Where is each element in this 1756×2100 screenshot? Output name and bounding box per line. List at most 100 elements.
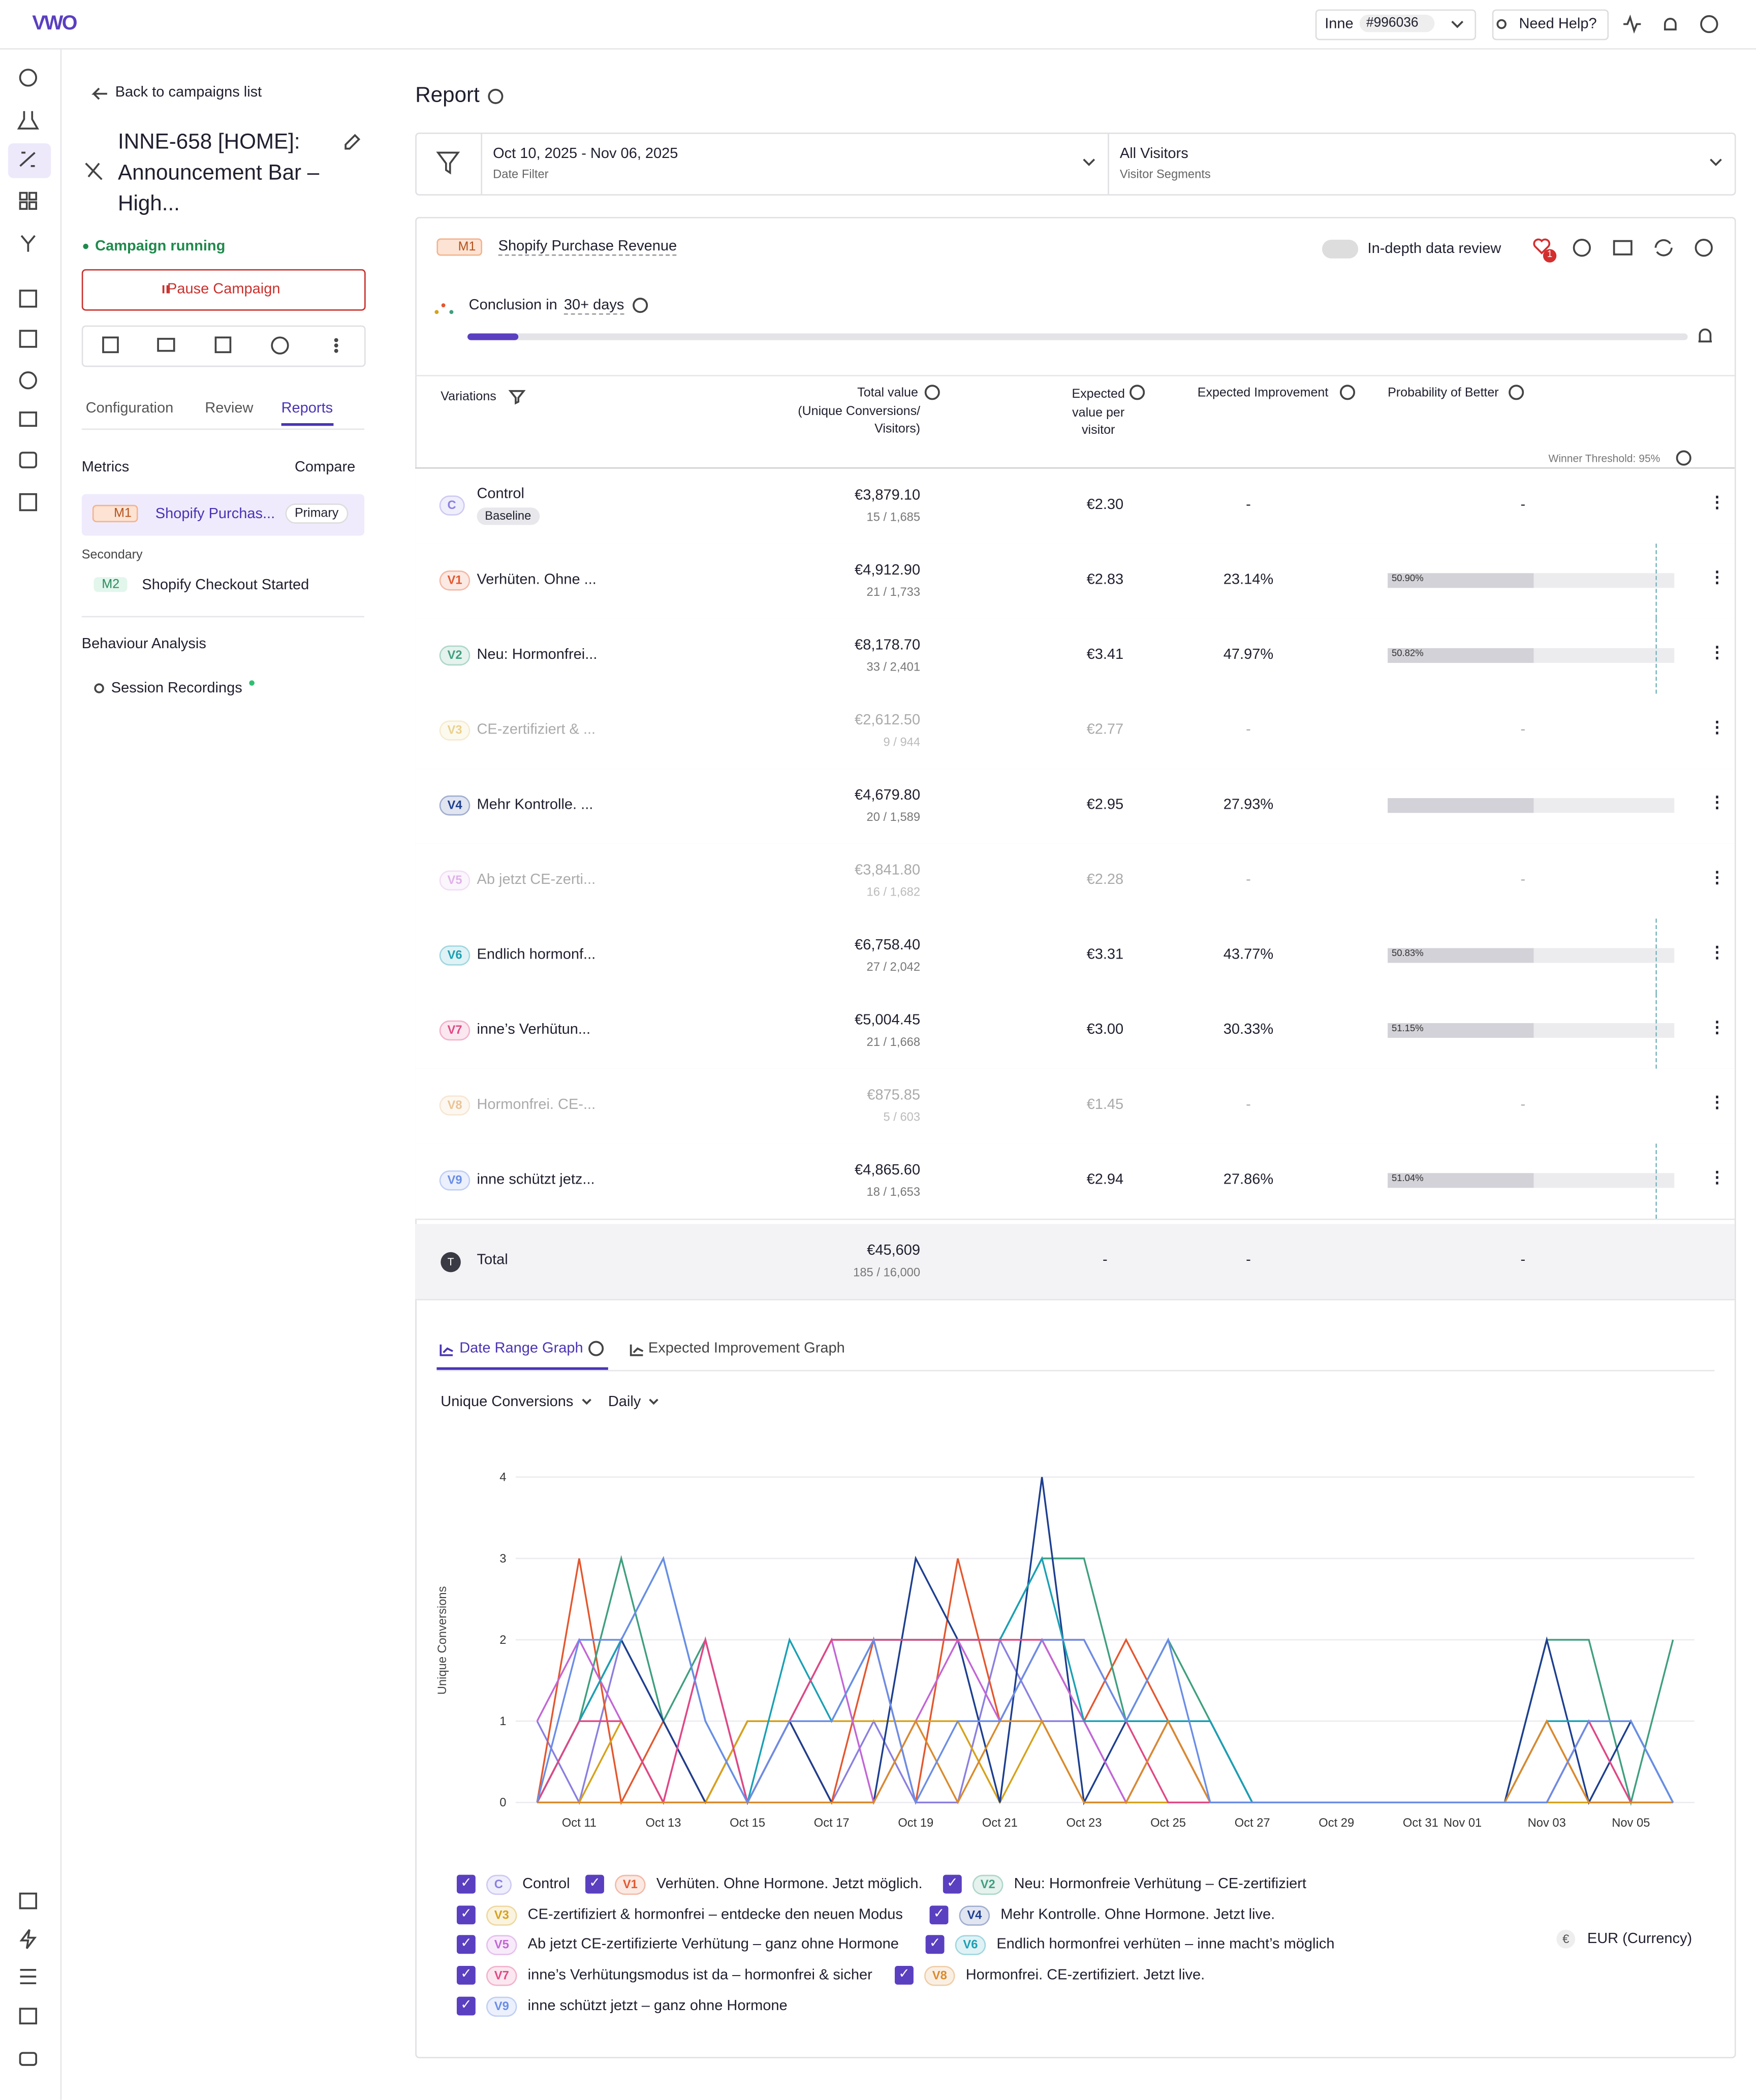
table-row: V3 CE-zertifiziert & ... €2,612.50 9 / 944 €… (415, 694, 1735, 770)
row-menu[interactable]: ⋮ (1709, 493, 1726, 512)
variation-name[interactable]: Mehr Kontrolle. ... (477, 797, 593, 813)
table-row: V6 Endlich hormonf... €6,758.40 27 / 2,042 €… (415, 918, 1735, 995)
legend-badge: V6 (955, 1935, 986, 1955)
legend-badge: V8 (924, 1966, 955, 1986)
total-value: €4,912.90 (855, 562, 920, 579)
legend-badge: V1 (615, 1875, 646, 1895)
expected-improvement: - (1195, 872, 1302, 888)
total-value: €4,865.60 (855, 1162, 920, 1179)
row-menu[interactable]: ⋮ (1709, 643, 1726, 661)
threshold-line (1655, 994, 1657, 1069)
row-menu[interactable]: ⋮ (1709, 1093, 1726, 1111)
expected-improvement: 23.14% (1195, 572, 1302, 588)
total-value: €6,758.40 (855, 937, 920, 953)
legend-badge: V9 (486, 1997, 517, 2017)
x-tick-label: Oct 25 (1150, 1817, 1186, 1830)
x-tick-label: Oct 31 (1403, 1817, 1438, 1830)
probability: - (1469, 1097, 1577, 1113)
legend-checkbox: ✓ (457, 1935, 476, 1954)
variation-badge: V7 (440, 1021, 471, 1041)
x-tick-label: Oct 13 (646, 1817, 681, 1830)
row-menu[interactable]: ⋮ (1709, 1168, 1726, 1187)
variation-name[interactable]: Control (477, 486, 524, 502)
expected-improvement: 43.77% (1195, 947, 1302, 963)
x-tick-label: Oct 29 (1319, 1817, 1354, 1830)
legend-label: Ab jetzt CE-zertifizierte Verhütung – ga… (528, 1936, 899, 1953)
x-tick-label: Oct 19 (898, 1817, 933, 1830)
table-row: V9inne schützt jetz...€4,865.6018 / 1,65… (415, 1143, 1735, 1220)
conversions: 185 / 16,000 (853, 1265, 920, 1279)
row-menu[interactable]: ⋮ (1709, 868, 1726, 886)
legend-label: inne’s Verhütungsmodus ist da – hormonfr… (528, 1967, 872, 1984)
expected-improvement: 47.97% (1195, 647, 1302, 663)
total-value: €45,609 (867, 1243, 920, 1259)
variation-name[interactable]: Hormonfrei. CE-... (477, 1097, 595, 1113)
total-value: €8,178.70 (855, 638, 920, 654)
expected-value: €3.31 (1051, 947, 1158, 963)
baseline-tag: Baseline (477, 507, 539, 525)
legend-label: Control (522, 1876, 570, 1892)
legend-label: Neu: Hormonfreie Verhütung – CE-zertifiz… (1014, 1876, 1306, 1892)
variation-name[interactable]: Verhüten. Ohne ... (477, 572, 596, 588)
variation-name[interactable]: Total (477, 1252, 508, 1268)
expected-value: €1.45 (1051, 1097, 1158, 1113)
variation-name[interactable]: Endlich hormonf... (477, 947, 595, 963)
legend-checkbox: ✓ (457, 1997, 476, 2016)
variation-badge: V1 (440, 570, 471, 591)
conversions: 20 / 1,589 (866, 810, 920, 823)
variation-name[interactable]: inne schützt jetz... (477, 1172, 594, 1188)
total-value: €875.85 (867, 1088, 920, 1104)
total-value: €2,612.50 (855, 712, 920, 728)
total-badge: T (441, 1252, 461, 1272)
y-tick-label: 4 (499, 1471, 506, 1484)
row-menu[interactable]: ⋮ (1709, 718, 1726, 737)
probability-label: 51.04% (1392, 1174, 1424, 1184)
row-menu[interactable]: ⋮ (1709, 1018, 1726, 1037)
expected-improvement: 27.93% (1195, 797, 1302, 813)
row-menu[interactable]: ⋮ (1709, 568, 1726, 587)
variation-name[interactable]: inne’s Verhütun... (477, 1022, 590, 1038)
expected-improvement: 30.33% (1195, 1022, 1302, 1038)
probability: - (1469, 1252, 1577, 1268)
expected-value: €2.77 (1051, 722, 1158, 738)
probability-track: 50.83% (1388, 948, 1674, 963)
legend-label: Mehr Kontrolle. Ohne Hormone. Jetzt live… (1000, 1907, 1275, 1923)
expected-value: €2.83 (1051, 572, 1158, 588)
conversions: 9 / 944 (883, 735, 920, 748)
table-row: V5Ab jetzt CE-zerti...€3,841.8016 / 1,68… (415, 844, 1735, 920)
expected-value: €3.00 (1051, 1022, 1158, 1038)
variation-name[interactable]: Ab jetzt CE-zerti... (477, 872, 595, 888)
probability-label: 50.83% (1392, 949, 1424, 959)
x-tick-label: Nov 03 (1528, 1817, 1566, 1830)
conversions: 21 / 1,668 (866, 1035, 920, 1048)
total-value: €3,841.80 (855, 863, 920, 879)
conversions: 5 / 603 (883, 1110, 920, 1123)
legend-checkbox: ✓ (585, 1875, 604, 1894)
expected-improvement: - (1195, 722, 1302, 738)
legend-badge: V3 (486, 1905, 517, 1926)
variation-name[interactable]: CE-zertifiziert & ... (477, 722, 595, 738)
conversions: 33 / 2,401 (866, 660, 920, 674)
probability-track: 50.82% (1388, 648, 1674, 663)
legend-badge: V2 (973, 1875, 1004, 1895)
threshold-line (1655, 619, 1657, 694)
legend-checkbox: ✓ (943, 1875, 962, 1894)
conversions: 27 / 2,042 (866, 960, 920, 973)
expected-improvement: - (1195, 1097, 1302, 1113)
probability-label: 51.15% (1392, 1025, 1424, 1034)
total-value: €5,004.45 (855, 1012, 920, 1029)
variation-badge: V6 (440, 945, 471, 966)
variation-badge: V3 (440, 720, 471, 741)
variation-name[interactable]: Neu: Hormonfrei... (477, 647, 597, 663)
variation-badge: C (440, 495, 464, 516)
variation-badge: V8 (440, 1095, 471, 1116)
threshold-line (1655, 544, 1657, 619)
row-menu[interactable]: ⋮ (1709, 793, 1726, 812)
conversions: 15 / 1,685 (866, 510, 920, 523)
expected-improvement: - (1195, 1252, 1302, 1268)
probability-track (1388, 798, 1674, 813)
probability-label: 50.82% (1392, 650, 1424, 659)
row-menu[interactable]: ⋮ (1709, 943, 1726, 962)
legend-badge: V4 (959, 1905, 990, 1926)
